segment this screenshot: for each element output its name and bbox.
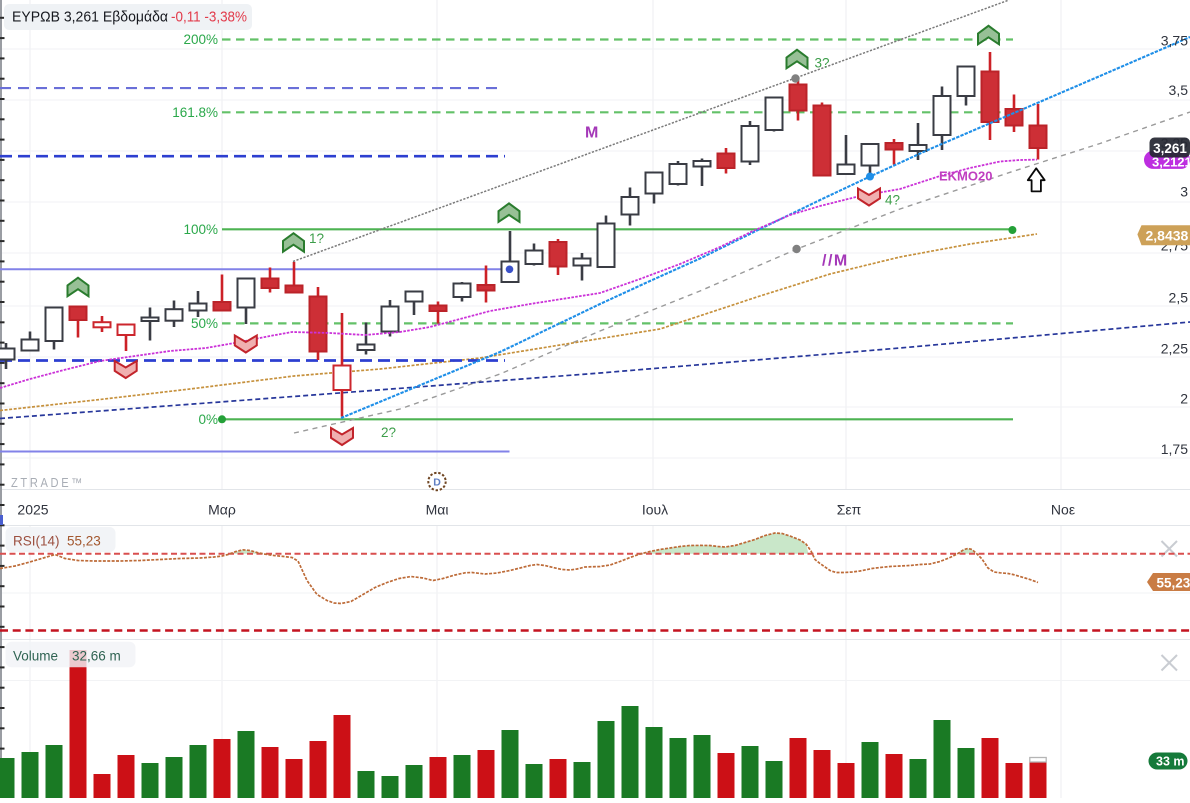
- svg-text:2,8438: 2,8438: [1146, 228, 1189, 244]
- svg-text:Νοε: Νοε: [1051, 502, 1075, 518]
- svg-text:Μαρ: Μαρ: [208, 502, 236, 518]
- svg-text:D: D: [433, 477, 441, 489]
- svg-text:1,75: 1,75: [1161, 441, 1188, 457]
- svg-text:55,23: 55,23: [67, 534, 101, 549]
- svg-text:4?: 4?: [885, 193, 900, 208]
- svg-text:3?: 3?: [815, 56, 830, 71]
- svg-text:200%: 200%: [183, 32, 218, 47]
- svg-text:50%: 50%: [191, 316, 218, 331]
- svg-text:ΕΥΡΩΒ 3,261 Εβδομάδα: ΕΥΡΩΒ 3,261 Εβδομάδα: [12, 9, 168, 26]
- svg-text:2?: 2?: [381, 425, 396, 440]
- svg-text:3,75: 3,75: [1161, 33, 1188, 49]
- svg-text:55,23: 55,23: [1157, 575, 1190, 590]
- svg-text:Σεπ: Σεπ: [837, 502, 862, 518]
- svg-text:-0,11 -3,38%: -0,11 -3,38%: [171, 9, 247, 26]
- svg-text:Ιουλ: Ιουλ: [642, 502, 668, 518]
- svg-text:2: 2: [1180, 391, 1188, 407]
- svg-text:2,25: 2,25: [1161, 341, 1188, 357]
- svg-text:33 m: 33 m: [1156, 755, 1185, 769]
- svg-text:100%: 100%: [183, 222, 218, 237]
- svg-text:EKMO20: EKMO20: [939, 169, 992, 184]
- svg-text:RSI(14): RSI(14): [13, 534, 60, 549]
- svg-text:3: 3: [1180, 184, 1188, 200]
- svg-text://M: //M: [822, 253, 849, 270]
- svg-text:ZTRADE™: ZTRADE™: [11, 476, 85, 490]
- svg-text:M: M: [585, 125, 598, 142]
- svg-text:3,261: 3,261: [1153, 141, 1187, 156]
- svg-text:Μαι: Μαι: [426, 502, 449, 518]
- svg-text:3,5: 3,5: [1169, 82, 1189, 98]
- svg-text:2,5: 2,5: [1169, 290, 1189, 306]
- svg-text:1?: 1?: [309, 231, 324, 246]
- svg-text:0%: 0%: [198, 412, 218, 427]
- svg-text:2025: 2025: [17, 502, 48, 518]
- svg-text:Volume: Volume: [13, 649, 58, 664]
- svg-text:161.8%: 161.8%: [172, 105, 218, 120]
- svg-text:32,66 m: 32,66 m: [72, 649, 121, 664]
